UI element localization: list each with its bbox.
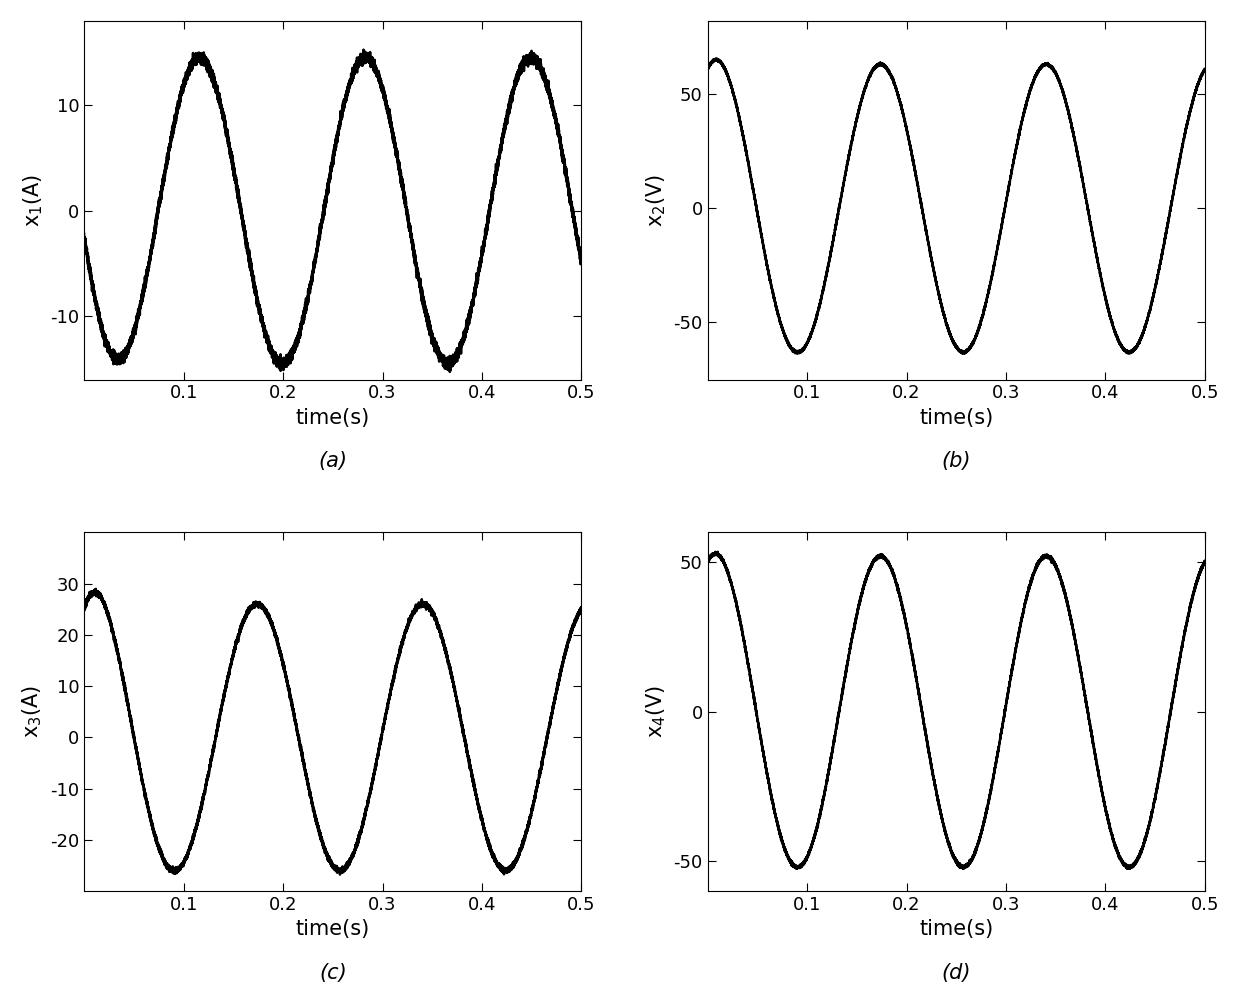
X-axis label: time(s): time(s) — [919, 920, 993, 940]
Y-axis label: x$_3$(A): x$_3$(A) — [21, 685, 45, 738]
Text: (b): (b) — [941, 451, 971, 471]
Text: (d): (d) — [941, 963, 971, 983]
X-axis label: time(s): time(s) — [295, 408, 370, 428]
Y-axis label: x$_2$(V): x$_2$(V) — [645, 173, 668, 226]
X-axis label: time(s): time(s) — [295, 920, 370, 940]
Y-axis label: x$_4$(V): x$_4$(V) — [645, 685, 668, 738]
Y-axis label: x$_1$(A): x$_1$(A) — [21, 173, 45, 226]
Text: (c): (c) — [319, 963, 347, 983]
X-axis label: time(s): time(s) — [919, 408, 993, 428]
Text: (a): (a) — [319, 451, 347, 471]
